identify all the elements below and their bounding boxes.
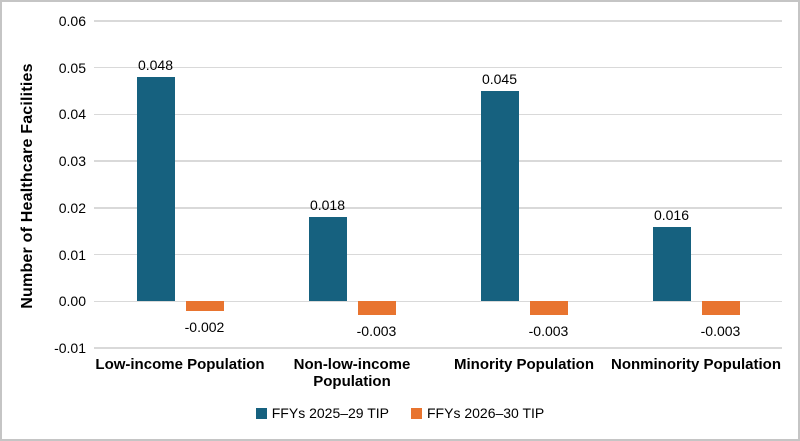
gridline — [94, 160, 782, 162]
gridline — [94, 66, 782, 69]
value-label: -0.002 — [184, 318, 225, 335]
y-tick-label: 0.00 — [58, 293, 86, 310]
gridline — [94, 300, 782, 303]
value-label: 0.048 — [137, 57, 174, 74]
y-tick-label: -0.01 — [54, 340, 86, 356]
bar-series1 — [136, 77, 175, 302]
legend: FFYs 2025–29 TIP FFYs 2026–30 TIP — [2, 405, 798, 421]
bar-series1 — [480, 91, 519, 302]
plot-area — [94, 20, 782, 349]
y-tick-label: 0.06 — [58, 13, 86, 29]
gridline — [94, 253, 782, 256]
value-label: 0.018 — [309, 197, 346, 214]
legend-item: FFYs 2026–30 TIP — [411, 405, 544, 421]
category-label: Nonminority Population — [611, 356, 781, 373]
y-tick-label: 0.05 — [58, 59, 86, 76]
bar-series2 — [529, 301, 568, 316]
y-tick-label: 0.04 — [58, 106, 86, 123]
bar-series2 — [185, 301, 224, 311]
y-tick-label: 0.02 — [58, 199, 86, 216]
y-tick-label: 0.03 — [58, 153, 86, 170]
legend-swatch — [411, 407, 422, 419]
gridline — [94, 113, 782, 116]
category-label: Low-income Population — [95, 356, 265, 373]
category-label: Minority Population — [454, 356, 594, 373]
category-label: Non-low-income Population — [293, 356, 411, 390]
value-label: -0.003 — [700, 323, 741, 340]
bar-series2 — [357, 301, 396, 316]
value-label: 0.016 — [653, 206, 690, 223]
gridline — [94, 207, 782, 209]
gridline — [94, 347, 782, 349]
legend-label: FFYs 2025–29 TIP — [271, 405, 389, 421]
legend-label: FFYs 2026–30 TIP — [427, 405, 545, 421]
y-axis-title: Number of Healthcare Facilities — [19, 63, 36, 309]
bar-series2 — [701, 301, 740, 316]
bar-series1 — [652, 226, 691, 302]
legend-swatch — [255, 407, 267, 419]
value-label: -0.003 — [528, 323, 569, 340]
value-label: 0.045 — [481, 71, 518, 88]
legend-item: FFYs 2025–29 TIP — [255, 405, 389, 421]
value-label: -0.003 — [356, 323, 397, 340]
gridline — [94, 20, 782, 22]
bar-series1 — [308, 217, 347, 302]
y-tick-label: 0.01 — [58, 246, 86, 263]
